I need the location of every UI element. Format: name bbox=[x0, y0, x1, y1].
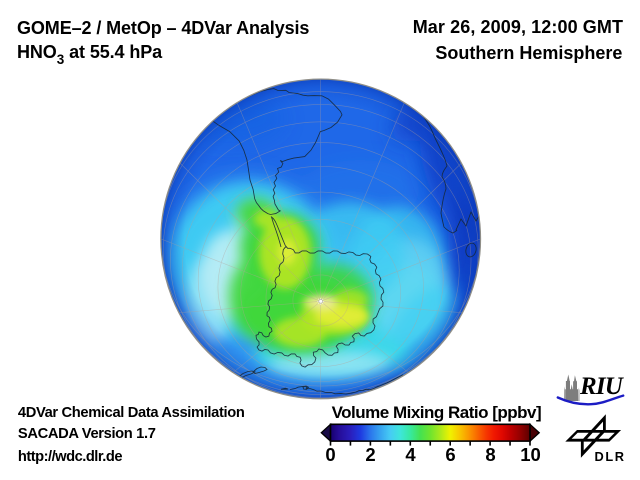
svg-text:RIU: RIU bbox=[579, 373, 625, 400]
svg-text:DLR: DLR bbox=[595, 449, 626, 464]
